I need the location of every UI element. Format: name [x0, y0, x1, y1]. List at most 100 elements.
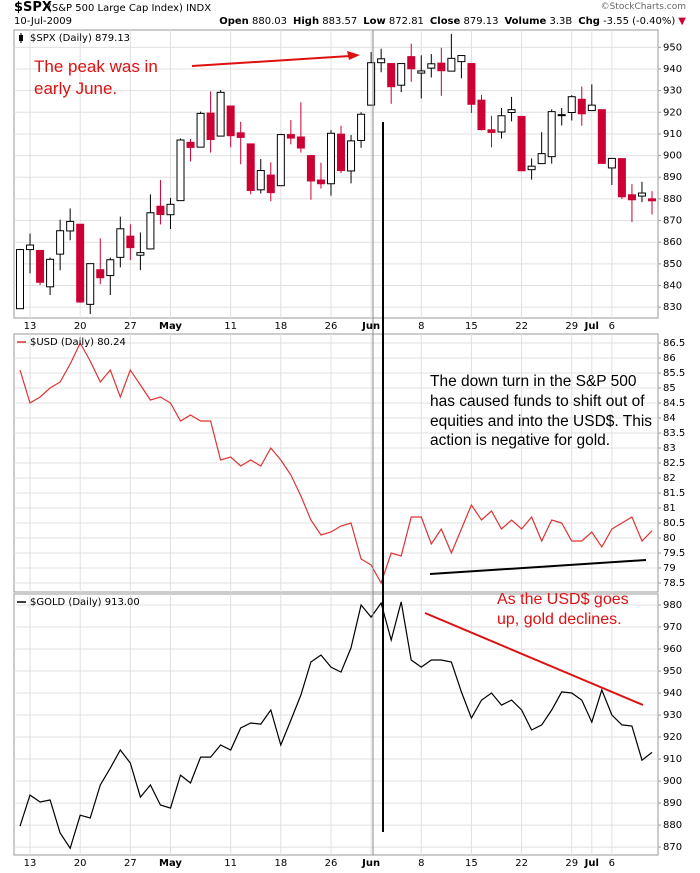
x-tick-label: 26 [325, 321, 338, 332]
x-tick-label: 8 [418, 858, 424, 869]
y-tick-label: 880 [663, 820, 682, 831]
y-tick-label: 920 [663, 732, 682, 743]
x-tick-label: 11 [224, 858, 237, 869]
candle-body [547, 111, 556, 158]
x-tick-label: 11 [224, 321, 237, 332]
y-tick-label: 840 [663, 281, 682, 292]
y-tick-label: 870 [663, 842, 682, 853]
x-tick-label: May [159, 858, 182, 869]
candle-body [226, 105, 235, 137]
candle-body [367, 62, 376, 106]
quote-value: 880.03 [251, 16, 287, 27]
legend-label: $USD (Daily) 80.24 [30, 337, 126, 348]
panel-frame [13, 593, 659, 856]
candle-body [637, 192, 646, 197]
candle-body [477, 99, 486, 131]
x-tick-label: 18 [274, 321, 287, 332]
usd-trend-line [429, 559, 647, 575]
down-indicator: ▼ [678, 16, 686, 27]
y-tick-label: 78.5 [663, 578, 685, 589]
candle-body [557, 114, 566, 117]
x-tick-label: 15 [465, 858, 478, 869]
x-tick-label: 15 [465, 321, 478, 332]
candle-body [16, 249, 24, 310]
candle-body [136, 252, 145, 256]
y-tick-label: 960 [663, 644, 682, 655]
candle-body [497, 115, 506, 133]
candle-body [607, 157, 616, 169]
candle-body [627, 194, 636, 201]
y-tick-label: 82.5 [663, 458, 685, 469]
quote-label: Open [219, 16, 249, 27]
y-tick-label: 890 [663, 172, 682, 183]
candle-body [206, 112, 215, 141]
candle-body [357, 113, 366, 141]
panel-frame [13, 29, 659, 319]
candle-body [76, 223, 85, 303]
y-tick-label: 900 [663, 776, 682, 787]
credit: ©StockCharts.com [600, 2, 686, 12]
y-tick-label: 84 [663, 413, 676, 424]
candle-body [437, 62, 446, 72]
x-tick-label: 22 [515, 858, 528, 869]
candle-body [116, 228, 125, 258]
x-tick-label: 6 [609, 321, 615, 332]
candle-body [427, 63, 436, 69]
x-tick-label: Jun [361, 321, 380, 332]
x-tick-label: 6 [609, 858, 615, 869]
y-tick-label: 910 [663, 129, 682, 140]
candle-body [306, 155, 315, 182]
arrow-head [347, 51, 360, 60]
plot-layer: 8308408508608708808909009109209309409501… [13, 29, 685, 869]
candle-body [26, 244, 35, 251]
y-tick-label: 920 [663, 107, 682, 118]
x-tick-label: 29 [565, 858, 578, 869]
y-tick-label: 950 [663, 666, 682, 677]
gold-trend-line [424, 612, 644, 706]
quote-label: Volume [504, 16, 547, 27]
candle-body [246, 143, 255, 191]
y-tick-label: 980 [663, 600, 682, 611]
y-tick-label: 80.5 [663, 518, 685, 529]
y-tick-label: 81 [663, 503, 676, 514]
y-tick-label: 930 [663, 710, 682, 721]
quote-value: 3.3B [549, 16, 573, 27]
candle-body [347, 140, 356, 172]
y-tick-label: 83 [663, 443, 676, 454]
line [19, 601, 653, 850]
candle-body [66, 220, 75, 232]
candle-body [537, 153, 546, 165]
date: 10-Jul-2009 [14, 16, 73, 27]
candle-body [176, 139, 185, 202]
candle-body [216, 91, 225, 137]
candle-body [517, 115, 526, 172]
y-tick-label: 850 [663, 259, 682, 270]
legend-label: $GOLD (Daily) 913.00 [30, 597, 140, 608]
x-tick-label: 13 [24, 321, 37, 332]
candle-body [447, 57, 456, 72]
y-tick-label: 890 [663, 798, 682, 809]
x-tick-label: 22 [515, 321, 528, 332]
x-tick-label: 20 [74, 858, 87, 869]
candle-body [316, 179, 325, 185]
quote-value: 879.13 [463, 16, 499, 27]
candle-body [196, 112, 205, 148]
quote-value: 883.57 [322, 16, 358, 27]
x-tick-label: May [159, 321, 182, 332]
quote-label: Low [363, 16, 386, 27]
y-tick-label: 940 [663, 64, 682, 75]
candle-body [106, 259, 115, 277]
legend-icon [19, 35, 23, 41]
annotation: The peak was in early June. [34, 57, 158, 98]
x-tick-label: 20 [74, 321, 87, 332]
candle-body [417, 70, 426, 74]
candle-body [577, 98, 586, 115]
y-tick-label: 860 [663, 237, 682, 248]
candle-body [86, 263, 95, 305]
symbol-name: (S&P 500 Large Cap Index) INDX [48, 3, 212, 14]
candle-body [377, 58, 386, 64]
candle-body [296, 136, 305, 149]
legend-label: $SPX (Daily) 879.13 [30, 33, 130, 44]
y-tick-label: 83.5 [663, 428, 685, 439]
